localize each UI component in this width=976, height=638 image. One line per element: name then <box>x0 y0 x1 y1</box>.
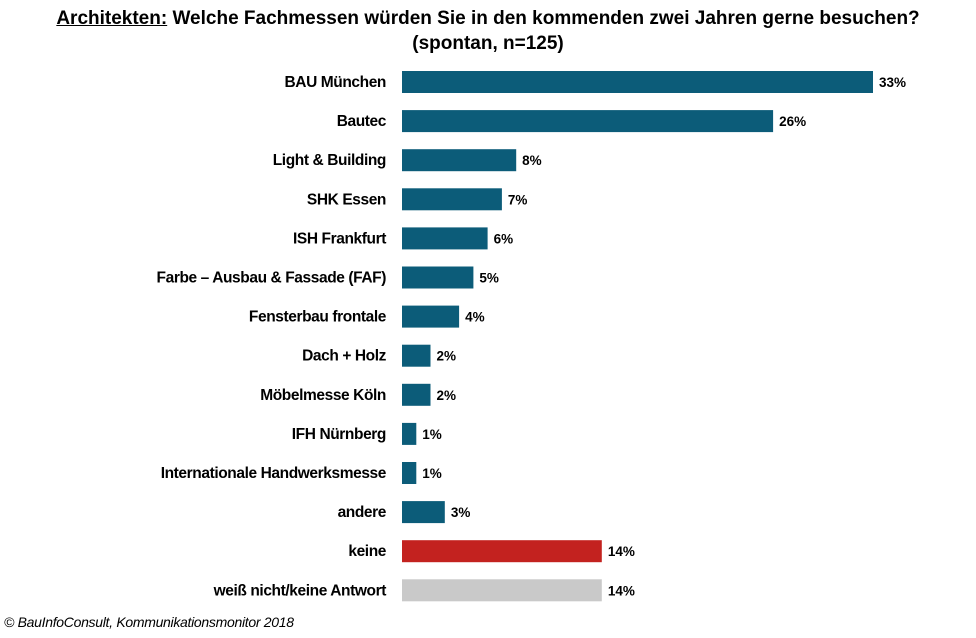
value-label: 1% <box>422 466 442 481</box>
title-line-2: (spontan, n=125) <box>412 33 564 54</box>
category-label: IFH Nürnberg <box>292 426 386 443</box>
bar <box>402 71 873 93</box>
bar <box>402 305 460 328</box>
value-label: 4% <box>465 310 485 325</box>
bar <box>402 227 488 250</box>
bar <box>402 383 431 406</box>
value-label: 2% <box>437 388 457 403</box>
value-label: 5% <box>479 271 499 286</box>
value-label: 1% <box>422 427 442 442</box>
value-label: 8% <box>522 153 542 168</box>
category-label: Light & Building <box>273 152 386 169</box>
category-label: Möbelmesse Köln <box>260 387 386 404</box>
bar <box>402 501 445 524</box>
bar <box>402 462 417 484</box>
bar <box>402 540 602 563</box>
category-label: weiß nicht/keine Antwort <box>213 582 387 599</box>
bar <box>402 422 417 445</box>
bar <box>402 188 502 211</box>
title-prefix: Architekten: <box>56 8 168 29</box>
category-label: ISH Frankfurt <box>293 230 386 247</box>
value-label: 14% <box>608 544 635 559</box>
value-label: 2% <box>437 349 457 364</box>
value-label: 7% <box>508 192 528 207</box>
category-label: Farbe – Ausbau & Fassade (FAF) <box>157 270 387 287</box>
category-label: andere <box>338 504 387 521</box>
bar <box>402 110 774 133</box>
category-label: Fensterbau frontale <box>249 309 387 326</box>
category-label: Bautec <box>337 113 387 130</box>
bar <box>402 266 474 289</box>
title-question: Welche Fachmessen würden Sie in den komm… <box>167 8 920 29</box>
bar <box>402 344 431 367</box>
bar <box>402 579 602 602</box>
category-label: Internationale Handwerksmesse <box>161 465 387 482</box>
category-label: Dach + Holz <box>302 348 387 365</box>
value-label: 26% <box>779 114 806 129</box>
source-note: © BauInfoConsult, Kommunikationsmonitor … <box>4 614 294 630</box>
bar-chart: BAU München 33% Bautec 26% Light & Building 8… <box>157 71 906 602</box>
category-label: BAU München <box>284 74 386 91</box>
title-line-1: Architekten: Welche Fachmessen würden Si… <box>0 6 976 31</box>
chart-title: Architekten: Welche Fachmessen würden Si… <box>0 6 976 56</box>
bar <box>402 149 517 172</box>
value-label: 3% <box>451 505 471 520</box>
value-label: 33% <box>879 75 906 90</box>
value-label: 14% <box>608 583 635 598</box>
category-label: keine <box>348 543 386 560</box>
value-label: 6% <box>494 231 514 246</box>
category-label: SHK Essen <box>307 191 386 208</box>
